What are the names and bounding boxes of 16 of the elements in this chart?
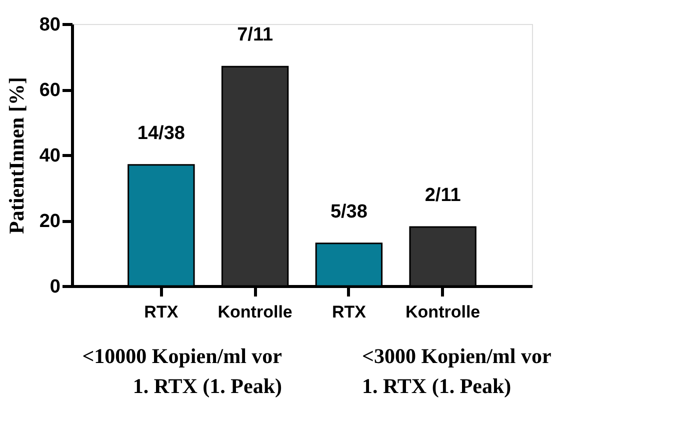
x-tick-label: RTX [332, 302, 367, 322]
x-tick-label: Kontrolle [218, 302, 292, 322]
x-tick-label: Kontrolle [406, 302, 480, 322]
y-tick-label: 40 [39, 146, 60, 166]
y-tick-label: 0 [50, 276, 60, 298]
y-axis-title: PatientInnen [%] [4, 77, 28, 234]
x-tick-label: RTX [144, 302, 179, 322]
text: <3000 Kopien/ml vor 1. RTX (1. Peak) [362, 344, 552, 398]
data-label: 5/38 [330, 201, 368, 222]
y-tick-label: 60 [39, 80, 60, 101]
data-label: 2/11 [424, 185, 462, 206]
y-tick-label: 20 [39, 211, 60, 232]
y-tick-label: 80 [39, 14, 60, 36]
data-label: 7/11 [237, 24, 274, 46]
data-label: 14/38 [137, 122, 185, 144]
text: <10000 Kopien/ml vor 1. RTX (1. Peak) [82, 344, 282, 398]
